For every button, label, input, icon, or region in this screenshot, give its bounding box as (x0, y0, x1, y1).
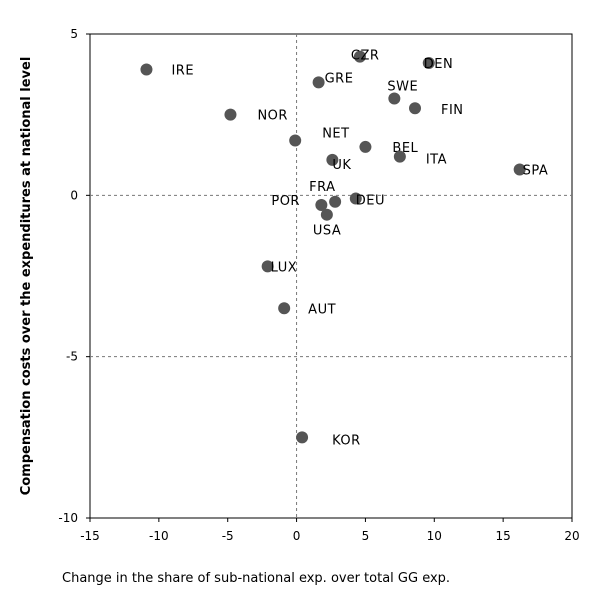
point-label-deu: DEU (356, 194, 385, 209)
data-point-aut (278, 302, 291, 315)
point-label-fin: FIN (441, 103, 464, 118)
point-label-aut: AUT (308, 302, 336, 317)
point-label-gre: GRE (325, 71, 354, 86)
data-point-spa (513, 163, 526, 176)
x-tick-label: 5 (362, 529, 370, 543)
x-tick-label: 0 (293, 529, 301, 543)
y-tick-label: -5 (66, 350, 78, 364)
point-label-kor: KOR (332, 433, 361, 448)
point-label-spa: SPA (523, 164, 549, 179)
point-label-fra: FRA (309, 180, 335, 195)
data-point-net (289, 134, 302, 147)
y-axis-title: Compensation costs over the expenditures… (19, 57, 34, 496)
data-point-por (315, 199, 328, 212)
x-axis-title: Change in the share of sub-national exp.… (62, 571, 450, 586)
point-label-uk: UK (332, 158, 351, 173)
data-point-nor (224, 108, 237, 121)
x-tick-label: 20 (564, 529, 579, 543)
point-label-ire: IRE (171, 63, 194, 78)
data-point-den (422, 57, 435, 70)
point-label-swe: SWE (387, 80, 418, 95)
point-label-czr: CZR (351, 49, 380, 64)
x-tick-label: -5 (222, 529, 234, 543)
data-point-kor (296, 431, 309, 444)
y-tick-label: -10 (58, 511, 78, 525)
plot-frame (89, 33, 573, 519)
data-point-gre (312, 76, 325, 89)
point-label-usa: USA (313, 224, 341, 239)
point-label-por: POR (271, 194, 300, 209)
x-tick-label: 10 (427, 529, 442, 543)
data-point-ire (140, 63, 153, 76)
data-point-lux (261, 260, 274, 273)
point-label-den: DEN (424, 57, 453, 72)
x-tick-label: -15 (80, 529, 100, 543)
data-point-swe (388, 92, 401, 105)
y-tick-label: 5 (70, 27, 78, 41)
data-point-uk (326, 153, 339, 166)
data-point-deu (349, 192, 362, 205)
data-point-bel (359, 140, 372, 153)
point-label-ita: ITA (426, 153, 447, 168)
x-tick-label: -10 (149, 529, 169, 543)
data-point-fra (329, 195, 342, 208)
point-label-nor: NOR (257, 109, 288, 124)
data-point-fin (409, 102, 422, 115)
data-point-czr (353, 50, 366, 63)
x-tick-label: 15 (496, 529, 511, 543)
point-label-net: NET (322, 126, 349, 141)
point-label-lux: LUX (271, 260, 298, 275)
data-point-ita (393, 150, 406, 163)
data-point-usa (320, 208, 333, 221)
y-tick-label: 0 (70, 188, 78, 202)
